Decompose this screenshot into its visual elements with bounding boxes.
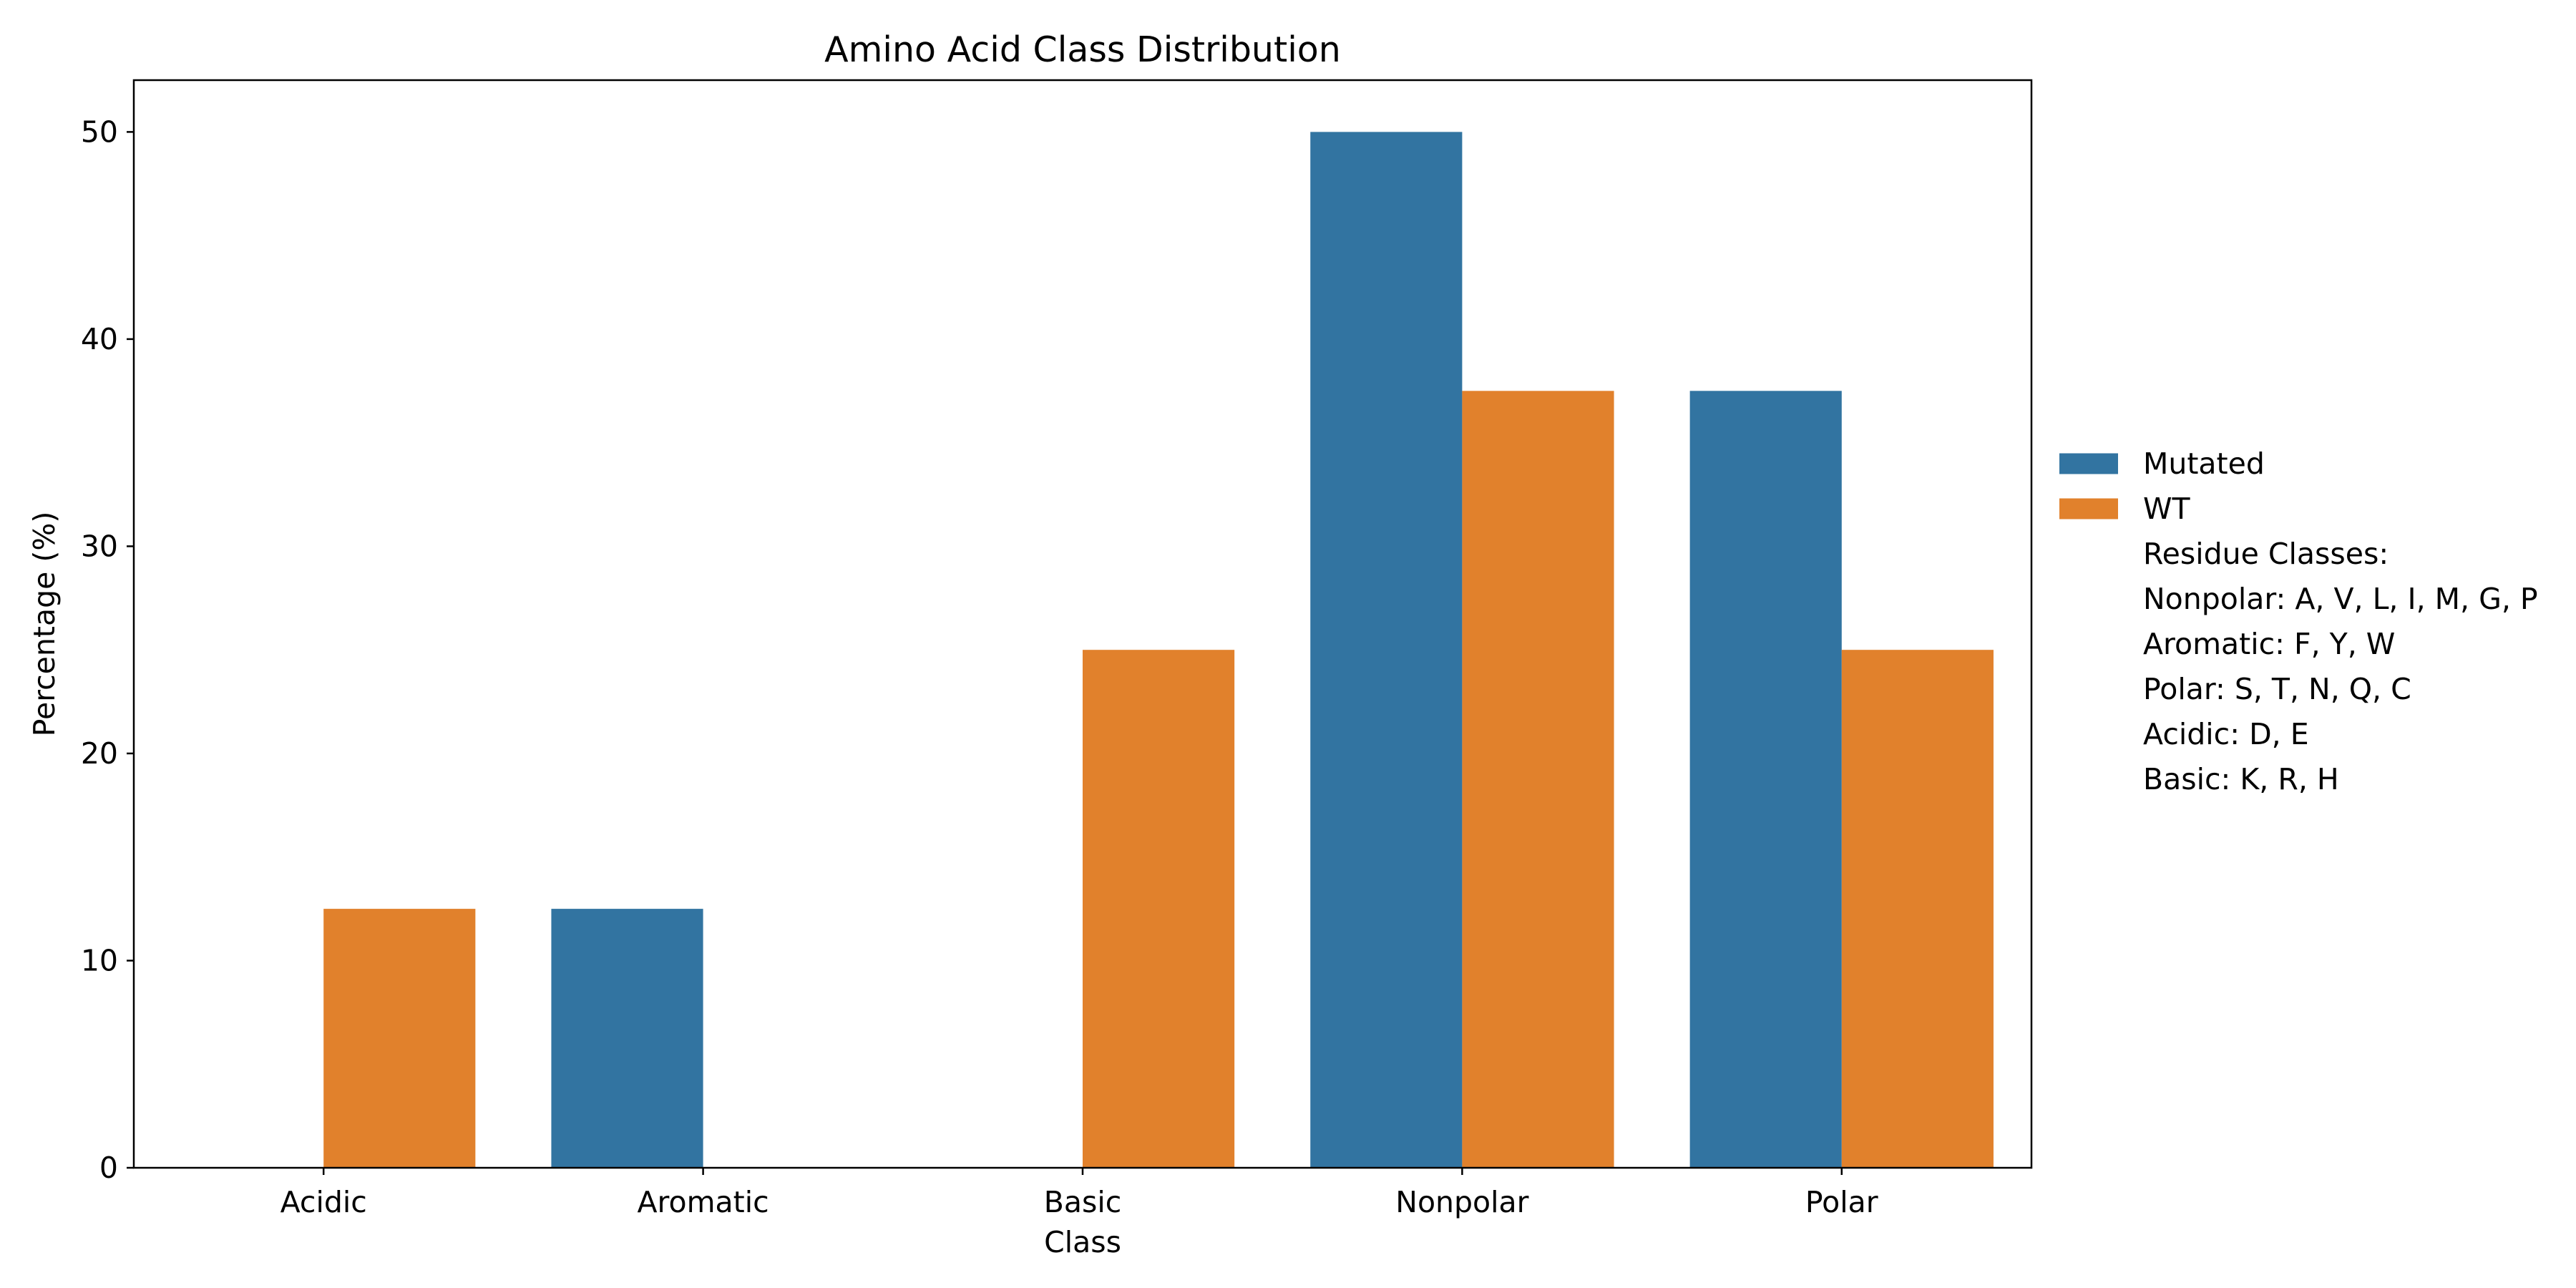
bar-wt-basic	[1083, 650, 1235, 1168]
legend: Mutated WT Residue Classes: Nonpolar: A, V,…	[2059, 447, 2538, 796]
y-tick-label: 10	[81, 943, 118, 977]
legend-note: Aromatic: F, Y, W	[2143, 627, 2395, 661]
legend-swatch-wt	[2059, 498, 2118, 519]
legend-note: Nonpolar: A, V, L, I, M, G, P	[2143, 582, 2538, 616]
bar-wt-nonpolar	[1462, 391, 1614, 1168]
bar-mutated-nonpolar	[1310, 132, 1463, 1168]
legend-note: Polar: S, T, N, Q, C	[2143, 672, 2411, 706]
legend-note: Residue Classes:	[2143, 537, 2389, 571]
y-tick-label: 30	[81, 529, 118, 563]
y-tick-label: 40	[81, 322, 118, 356]
y-axis: 0 10 20 30 40 50	[81, 114, 134, 1185]
bar-wt-acidic	[323, 909, 476, 1168]
legend-swatch-mutated	[2059, 453, 2118, 474]
x-tick-label-polar: Polar	[1805, 1185, 1878, 1219]
legend-label-mutated: Mutated	[2143, 447, 2265, 481]
bar-mutated-aromatic	[551, 909, 703, 1168]
y-tick-label: 0	[99, 1151, 118, 1185]
bars-layer	[323, 132, 1994, 1168]
bar-mutated-polar	[1689, 391, 1842, 1168]
legend-note: Basic: K, R, H	[2143, 762, 2339, 796]
legend-label-wt: WT	[2143, 492, 2191, 526]
x-tick-label-acidic: Acidic	[280, 1185, 367, 1219]
legend-note: Acidic: D, E	[2143, 717, 2309, 751]
y-tick-label: 20	[81, 736, 118, 771]
x-tick-label-nonpolar: Nonpolar	[1395, 1185, 1528, 1219]
chart-title: Amino Acid Class Distribution	[824, 29, 1341, 70]
bar-wt-polar	[1841, 650, 1994, 1168]
x-tick-label-aromatic: Aromatic	[638, 1185, 769, 1219]
x-axis-label: Class	[1044, 1225, 1121, 1259]
x-tick-label-basic: Basic	[1044, 1185, 1122, 1219]
x-axis: Acidic Aromatic Basic Nonpolar Polar	[280, 1168, 1878, 1219]
y-tick-label: 50	[81, 114, 118, 149]
y-axis-label: Percentage (%)	[27, 512, 62, 737]
